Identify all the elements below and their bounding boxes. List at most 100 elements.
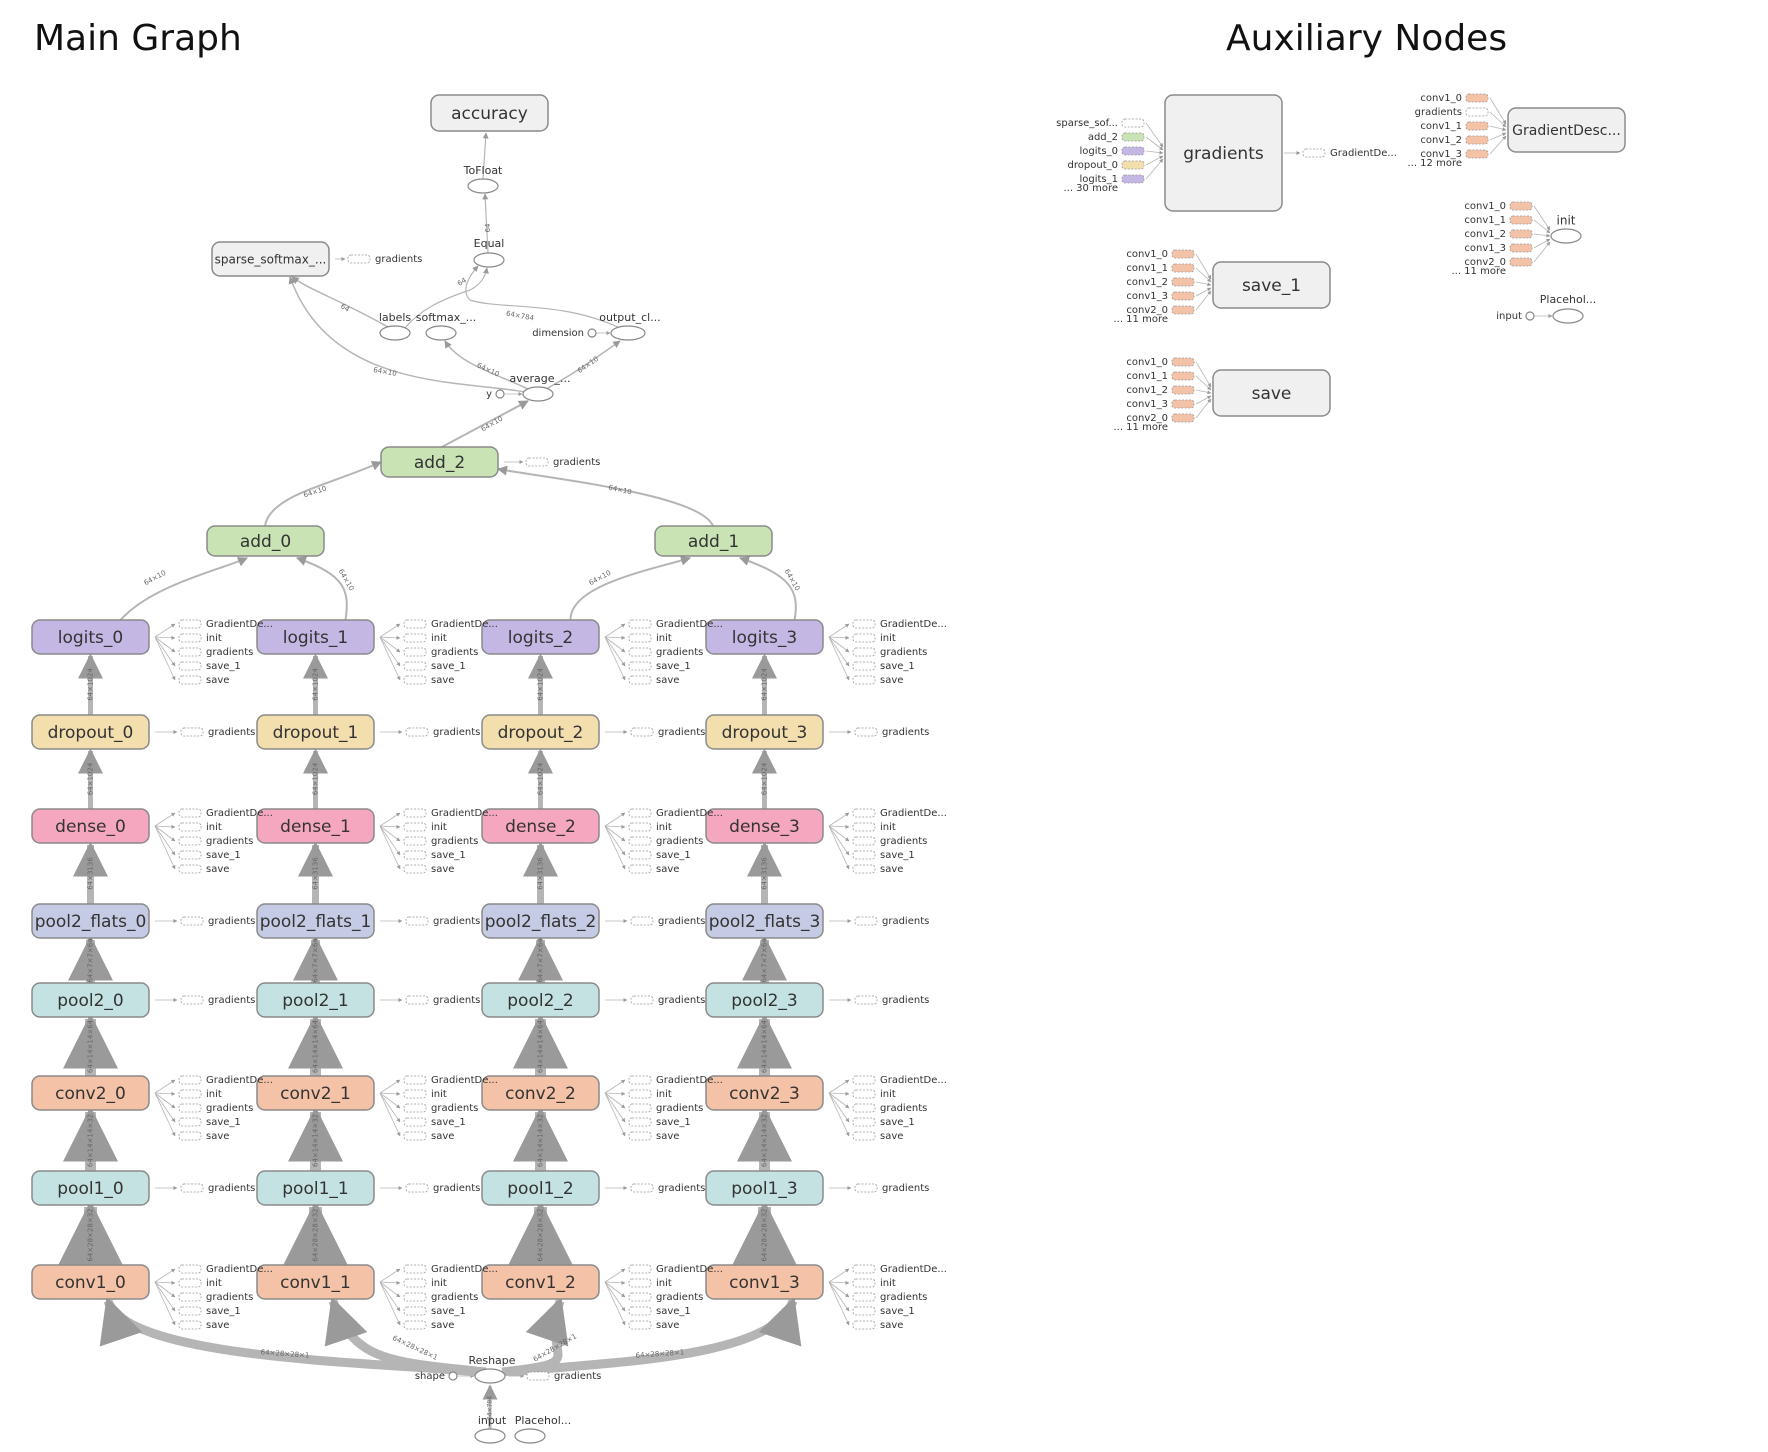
aux-save-stub-3[interactable]: [1171, 399, 1195, 409]
aux-stub-conv2-1-init[interactable]: [403, 1089, 427, 1099]
aux-stub-logits-0-gradients[interactable]: [178, 647, 202, 657]
aux-gradients-stub-4[interactable]: [1121, 174, 1145, 184]
aux-stub-pool2-1-gradients[interactable]: [405, 995, 429, 1005]
node-pool2-flats-2[interactable]: [481, 903, 600, 939]
aux-stub-conv1-3-gradients[interactable]: [852, 1292, 876, 1302]
node-dense-2[interactable]: [481, 808, 600, 844]
aux-stub-conv2-2-save[interactable]: [628, 1131, 652, 1141]
node-y[interactable]: [495, 389, 505, 399]
aux-save-stub-0[interactable]: [1171, 357, 1195, 367]
node-add-1[interactable]: [654, 525, 773, 557]
aux-stub-dense-2-init[interactable]: [628, 822, 652, 832]
aux-stub-dropout-3-gradients[interactable]: [854, 727, 878, 737]
aux-gradient-desc-stub-2[interactable]: [1465, 121, 1489, 131]
aux-node-gradients[interactable]: [1164, 94, 1283, 212]
node-conv2-1[interactable]: [256, 1075, 375, 1111]
aux-stub-conv1-0-gradientde[interactable]: [178, 1264, 202, 1274]
aux-gradient-desc-stub-4[interactable]: [1465, 149, 1489, 159]
aux-stub-conv2-2-save-1[interactable]: [628, 1117, 652, 1127]
aux-stub-conv1-2-save[interactable]: [628, 1320, 652, 1330]
aux-stub-logits-3-gradients[interactable]: [852, 647, 876, 657]
aux-stub-conv2-0-init[interactable]: [178, 1089, 202, 1099]
aux-stub-logits-2-save-1[interactable]: [628, 661, 652, 671]
aux-stub-conv1-1-save-1[interactable]: [403, 1306, 427, 1316]
aux-stub-pool2-flats-1-gradients[interactable]: [405, 916, 429, 926]
node-reshape[interactable]: [474, 1368, 506, 1384]
aux-stub-logits-0-save[interactable]: [178, 675, 202, 685]
aux-save-stub-1[interactable]: [1171, 371, 1195, 381]
node-conv1-3[interactable]: [705, 1264, 824, 1300]
aux-stub-dense-1-save[interactable]: [403, 864, 427, 874]
aux-stub-pool2-3-gradients[interactable]: [854, 995, 878, 1005]
aux-stub-logits-2-gradientde[interactable]: [628, 619, 652, 629]
node-pool2-1[interactable]: [256, 982, 375, 1018]
aux-stub-dense-2-gradients[interactable]: [628, 836, 652, 846]
aux-stub-dropout-1-gradients[interactable]: [405, 727, 429, 737]
aux-stub-conv1-2-gradients[interactable]: [628, 1292, 652, 1302]
aux-stub-conv1-0-save[interactable]: [178, 1320, 202, 1330]
aux-stub-conv1-1-gradientde[interactable]: [403, 1264, 427, 1274]
aux-stub-conv2-3-save[interactable]: [852, 1131, 876, 1141]
aux-stub-sparse-gradients[interactable]: [347, 254, 371, 264]
aux-stub-logits-0-save-1[interactable]: [178, 661, 202, 671]
aux-stub-dense-2-gradientde[interactable]: [628, 808, 652, 818]
node-pool2-flats-0[interactable]: [31, 903, 150, 939]
aux-stub-dense-0-init[interactable]: [178, 822, 202, 832]
aux-stub-pool2-0-gradients[interactable]: [180, 995, 204, 1005]
aux-stub-logits-2-gradients[interactable]: [628, 647, 652, 657]
aux-stub-logits-3-gradientde[interactable]: [852, 619, 876, 629]
aux-stub-conv2-2-gradientde[interactable]: [628, 1075, 652, 1085]
node-softmax[interactable]: [425, 325, 457, 341]
node-dropout-3[interactable]: [705, 714, 824, 750]
aux-stub-pool1-0-gradients[interactable]: [180, 1183, 204, 1193]
aux-stub-dense-1-save-1[interactable]: [403, 850, 427, 860]
aux-stub-logits-1-gradients[interactable]: [403, 647, 427, 657]
aux-stub-reshape-gradients[interactable]: [526, 1371, 550, 1381]
aux-stub-dense-3-gradients[interactable]: [852, 836, 876, 846]
node-conv2-3[interactable]: [705, 1075, 824, 1111]
aux-gradients-stub-2[interactable]: [1121, 146, 1145, 156]
aux-stub-conv2-3-save-1[interactable]: [852, 1117, 876, 1127]
aux-gradients-stub-0[interactable]: [1121, 118, 1145, 128]
node-shape[interactable]: [448, 1371, 458, 1381]
node-dropout-0[interactable]: [31, 714, 150, 750]
node-logits-0[interactable]: [31, 619, 150, 655]
node-dimension[interactable]: [587, 328, 597, 338]
node-sparse-softmax[interactable]: [211, 241, 330, 277]
aux-stub-logits-1-save-1[interactable]: [403, 661, 427, 671]
aux-node-placeholder-input[interactable]: [1525, 311, 1535, 321]
aux-stub-conv2-1-gradientde[interactable]: [403, 1075, 427, 1085]
node-dropout-1[interactable]: [256, 714, 375, 750]
aux-stub-pool1-1-gradients[interactable]: [405, 1183, 429, 1193]
aux-stub-conv1-1-init[interactable]: [403, 1278, 427, 1288]
aux-stub-conv1-0-save-1[interactable]: [178, 1306, 202, 1316]
aux-stub-conv2-0-save-1[interactable]: [178, 1117, 202, 1127]
node-conv1-1[interactable]: [256, 1264, 375, 1300]
aux-stub-dense-3-gradientde[interactable]: [852, 808, 876, 818]
aux-stub-pool1-3-gradients[interactable]: [854, 1183, 878, 1193]
aux-stub-dropout-2-gradients[interactable]: [630, 727, 654, 737]
aux-stub-dense-0-save-1[interactable]: [178, 850, 202, 860]
aux-stub-pool2-2-gradients[interactable]: [630, 995, 654, 1005]
aux-stub-dense-0-gradientde[interactable]: [178, 808, 202, 818]
aux-stub-dropout-0-gradients[interactable]: [180, 727, 204, 737]
node-dense-3[interactable]: [705, 808, 824, 844]
node-pool2-flats-1[interactable]: [256, 903, 375, 939]
aux-stub-logits-2-init[interactable]: [628, 633, 652, 643]
node-conv1-2[interactable]: [481, 1264, 600, 1300]
node-logits-2[interactable]: [481, 619, 600, 655]
aux-stub-dense-2-save[interactable]: [628, 864, 652, 874]
node-dropout-2[interactable]: [481, 714, 600, 750]
aux-stub-logits-1-gradientde[interactable]: [403, 619, 427, 629]
aux-gradient-desc-stub-0[interactable]: [1465, 93, 1489, 103]
node-output[interactable]: [610, 325, 646, 341]
aux-stub-pool2-flats-2-gradients[interactable]: [630, 916, 654, 926]
node-input[interactable]: [474, 1428, 506, 1444]
aux-stub-conv2-3-gradientde[interactable]: [852, 1075, 876, 1085]
aux-stub-conv1-3-gradientde[interactable]: [852, 1264, 876, 1274]
node-pool2-3[interactable]: [705, 982, 824, 1018]
aux-stub-add-2-gradients[interactable]: [525, 457, 549, 467]
aux-init-stub-2[interactable]: [1509, 229, 1533, 239]
node-dense-1[interactable]: [256, 808, 375, 844]
aux-gradient-desc-stub-3[interactable]: [1465, 135, 1489, 145]
